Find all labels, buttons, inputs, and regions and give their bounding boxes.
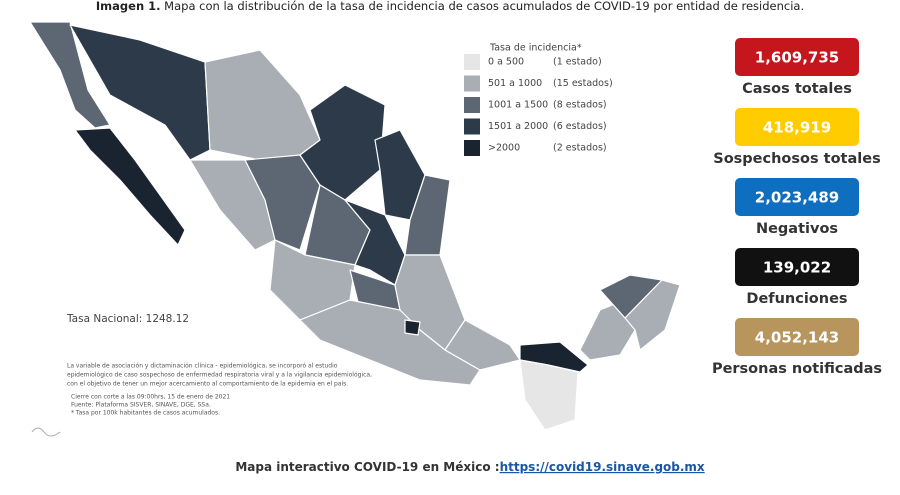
note: Fuente: Plataforma SISVER, SINAVE, DGE, …	[71, 402, 211, 409]
stat-label: Personas notificadas	[712, 361, 882, 377]
state	[74, 127, 186, 246]
footer: Mapa interactivo COVID-19 en México :htt…	[235, 460, 705, 474]
national-rate: Tasa Nacional: 1248.12	[66, 313, 189, 325]
legend-range: 1001 a 1500	[488, 100, 548, 111]
legend-count: (15 estados)	[553, 78, 613, 89]
note: La variable de asociación y dictaminació…	[67, 363, 338, 370]
legend-swatch	[464, 75, 480, 92]
note: * Tasa por 100k habitantes de casos acum…	[71, 410, 220, 417]
legend-swatch	[464, 97, 480, 113]
legend: Tasa de incidencia* 0 a 500 (1 estado) 501…	[464, 43, 613, 156]
state	[519, 359, 579, 431]
title: Imagen 1. Mapa con la distribución de la…	[96, 0, 804, 13]
legend-count: (1 estado)	[553, 57, 602, 68]
note: con el objetivo de tener un mejor acerca…	[67, 381, 348, 388]
footer-text: Mapa interactivo COVID-19 en México :	[235, 460, 499, 474]
legend-swatch	[464, 118, 480, 135]
footer-link[interactable]: https://covid19.sinave.gob.mx	[500, 460, 705, 474]
state	[344, 199, 406, 286]
stat-box	[735, 248, 859, 286]
title-label: Imagen 1.	[96, 0, 161, 13]
legend-title: Tasa de incidencia*	[489, 43, 582, 54]
legend-count: (6 estados)	[553, 121, 607, 132]
stat-label: Defunciones	[746, 291, 847, 307]
title-text: Mapa con la distribución de la tasa de i…	[164, 0, 804, 13]
legend-count: (8 estados)	[553, 100, 607, 111]
stat-value: 4,052,143	[755, 329, 839, 347]
notes: La variable de asociación y dictaminació…	[67, 363, 372, 417]
stat-box	[735, 318, 859, 356]
stat-label: Casos totales	[742, 81, 852, 97]
legend-swatch	[464, 140, 480, 156]
legend-count: (2 estados)	[553, 143, 607, 154]
state	[204, 49, 321, 161]
stat-box	[735, 108, 859, 146]
stat-value: 2,023,489	[755, 189, 839, 207]
note: Cierre con corte a las 09:00hrs, 15 de e…	[71, 394, 230, 401]
stat-label: Sospechosos totales	[713, 151, 880, 167]
stat-value: 139,022	[763, 259, 831, 277]
state	[69, 24, 211, 161]
legend-range: 1501 a 2000	[488, 121, 548, 132]
stat-value: 1,609,735	[755, 49, 839, 67]
state	[444, 319, 521, 371]
stat-box	[735, 38, 859, 76]
legend-range: 501 a 1000	[488, 78, 542, 89]
stats: 1,609,735 Casos totales 418,919 Sospechosos…	[712, 38, 882, 377]
map	[29, 21, 681, 431]
stat-value: 418,919	[763, 119, 831, 137]
legend-range: >2000	[488, 143, 520, 154]
stat-label: Negativos	[756, 221, 838, 237]
legend-range: 0 a 500	[488, 57, 524, 68]
state	[624, 279, 681, 351]
stat-box	[735, 178, 859, 216]
state	[404, 319, 421, 336]
logo	[31, 427, 61, 437]
legend-swatch	[464, 54, 480, 70]
state	[29, 21, 111, 129]
note: epidemiológico de caso sospechoso de enf…	[67, 372, 372, 379]
